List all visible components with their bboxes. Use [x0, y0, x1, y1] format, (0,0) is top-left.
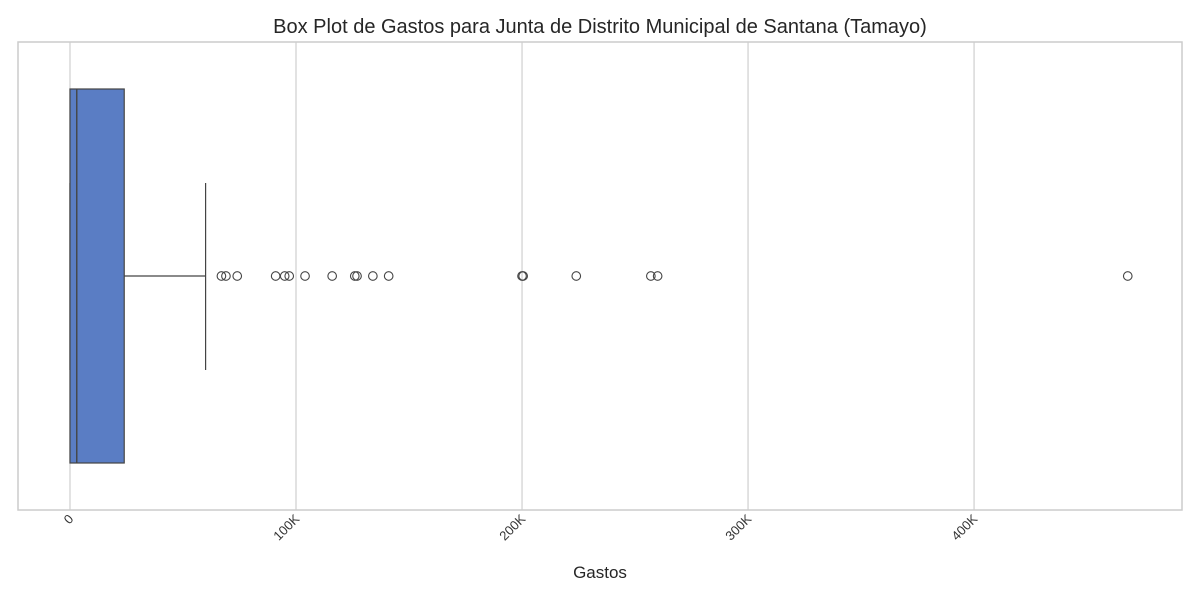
outlier-point [270, 271, 281, 281]
outlier-point [652, 271, 663, 281]
outlier-point [571, 271, 582, 281]
box-group [69, 88, 207, 464]
outlier-point [232, 271, 243, 281]
outlier-point [352, 271, 362, 281]
x-tick-label: 200K [496, 511, 528, 543]
outlier-point [1122, 271, 1133, 281]
plot-area-frame [17, 41, 1183, 511]
x-tick-label: 400K [948, 511, 980, 543]
outliers-group [216, 271, 1133, 281]
outlier-point [349, 271, 360, 281]
x-axis-ticks: 0 100K 200K 300K 400K [61, 511, 981, 543]
x-tick-label: 100K [270, 511, 302, 543]
x-axis-label: Gastos [573, 563, 627, 582]
outlier-point [646, 271, 656, 281]
outlier-point [221, 271, 231, 281]
outlier-point [383, 271, 394, 281]
chart-title: Box Plot de Gastos para Junta de Distrit… [273, 16, 927, 38]
x-tick-label: 300K [722, 511, 754, 543]
outlier-point [518, 271, 529, 281]
outlier-point [279, 271, 290, 281]
outlier-point [368, 271, 378, 281]
iqr-box [69, 88, 125, 464]
outlier-point [300, 271, 310, 281]
outlier-point [216, 271, 227, 281]
x-tick-label: 0 [61, 511, 77, 527]
outlier-point [327, 271, 338, 281]
outlier-point [284, 271, 295, 281]
